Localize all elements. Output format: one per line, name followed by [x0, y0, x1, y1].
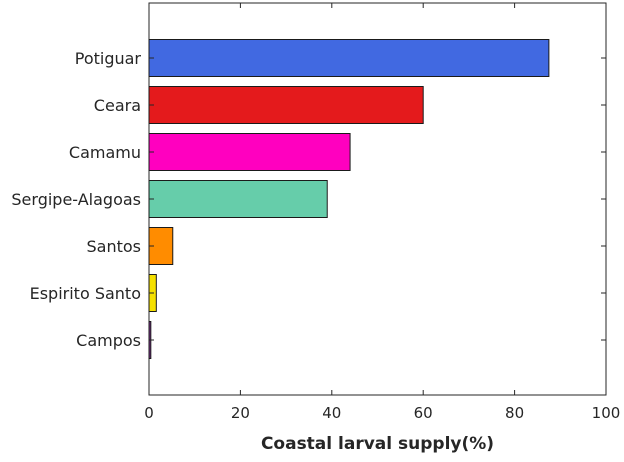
x-tick-label-20: 20 — [231, 404, 250, 422]
x-tick-label-100: 100 — [592, 404, 621, 422]
x-tick-label-40: 40 — [322, 404, 341, 422]
category-label-potiguar: Potiguar — [75, 49, 142, 68]
bar-sergipe-alagoas — [148, 180, 328, 218]
category-label-espirito-santo: Espirito Santo — [30, 284, 141, 303]
bar-camamu — [148, 133, 351, 171]
category-label-ceara: Ceara — [94, 96, 141, 115]
x-axis-title: Coastal larval supply(%) — [261, 434, 494, 454]
category-label-santos: Santos — [87, 237, 142, 256]
category-label-camamu: Camamu — [69, 143, 141, 162]
category-label-sergipe-alagoas: Sergipe-Alagoas — [11, 190, 141, 209]
category-label-campos: Campos — [76, 331, 141, 350]
bar-ceara — [148, 86, 424, 124]
x-tick-label-80: 80 — [505, 404, 524, 422]
bar-potiguar — [148, 39, 550, 77]
x-tick-label-60: 60 — [414, 404, 433, 422]
x-tick-label-0: 0 — [144, 404, 154, 422]
